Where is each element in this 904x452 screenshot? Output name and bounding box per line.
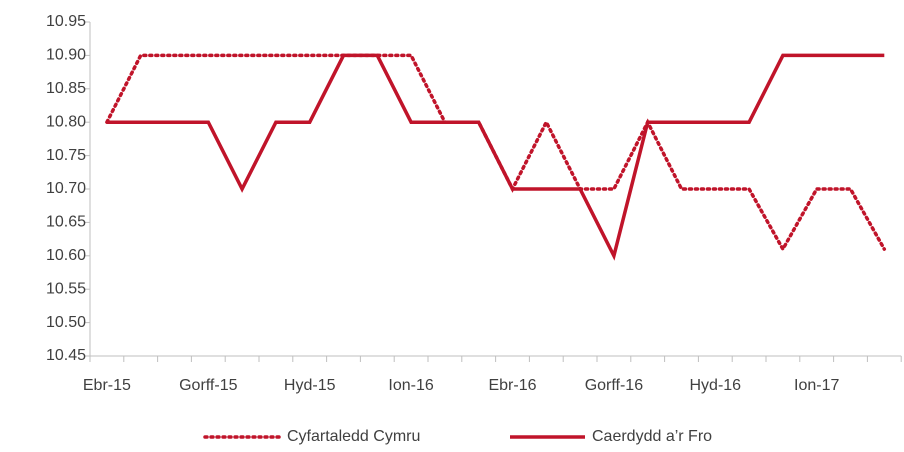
legend-label: Cyfartaledd Cymru	[287, 428, 420, 445]
y-tick-label: 10.80	[46, 113, 86, 130]
y-tick-label: 10.85	[46, 80, 86, 97]
y-tick-label: 10.95	[46, 13, 86, 30]
x-tick-label: Ebr-15	[83, 377, 131, 394]
x-tick-label: Hyd-15	[284, 377, 336, 394]
x-tick-label: Ebr-16	[488, 377, 536, 394]
y-tick-label: 10.75	[46, 147, 86, 164]
legend-label: Caerdydd a’r Fro	[592, 428, 712, 445]
y-tick-label: 10.45	[46, 347, 86, 364]
y-tick-label: 10.50	[46, 314, 86, 331]
x-tick-label: Gorff-15	[179, 377, 238, 394]
y-tick-label: 10.55	[46, 280, 86, 297]
y-tick-label: 10.70	[46, 180, 86, 197]
y-tick-label: 10.60	[46, 247, 86, 264]
y-tick-label: 10.65	[46, 214, 86, 231]
series-line	[106, 53, 885, 261]
x-tick-label: Hyd-16	[690, 377, 742, 394]
x-tick-label: Ion-17	[794, 377, 839, 394]
x-tick-label: Gorff-16	[585, 377, 644, 394]
x-tick-label: Ion-16	[388, 377, 433, 394]
y-tick-label: 10.90	[46, 47, 86, 64]
